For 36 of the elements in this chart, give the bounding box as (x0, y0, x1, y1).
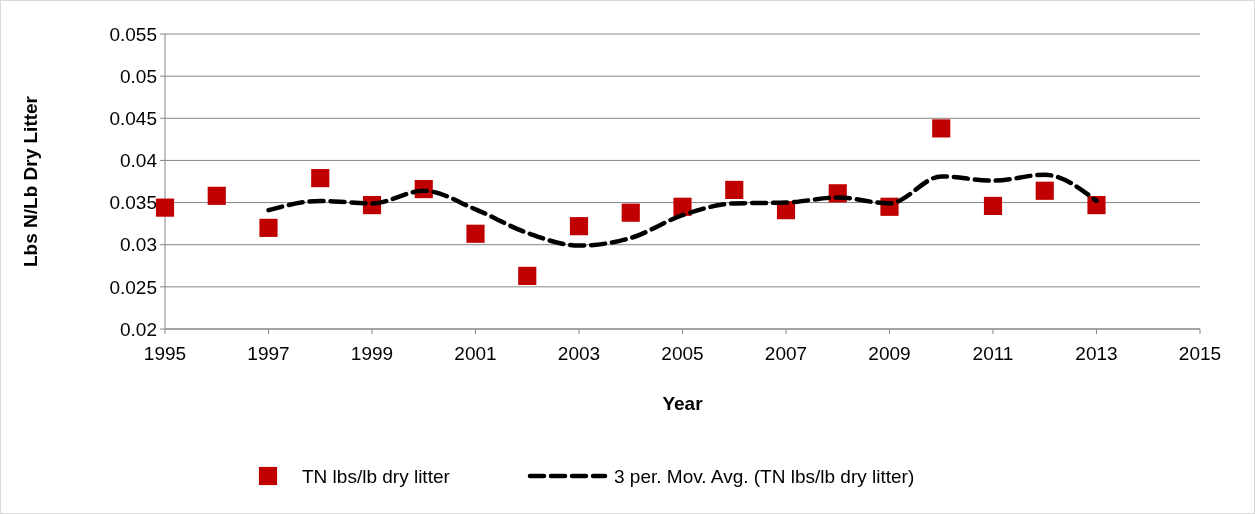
point (932, 119, 951, 138)
y-axis-title: Lbs N/Lb Dry Litter (20, 95, 41, 268)
y-tick-label: 0.025 (109, 276, 157, 298)
y-tick-label: 0.05 (120, 65, 157, 87)
point (518, 266, 537, 285)
point (466, 224, 485, 243)
point (259, 218, 278, 237)
y-tick-label: 0.02 (120, 318, 157, 340)
y-tick-label: 0.04 (120, 150, 158, 172)
legend-label: TN lbs/lb dry litter (302, 465, 451, 487)
point (983, 196, 1003, 216)
x-tick-label: 2003 (557, 343, 601, 364)
x-tick-label: 1999 (350, 343, 394, 364)
point (725, 180, 744, 200)
point (621, 203, 640, 222)
point (569, 217, 589, 236)
y-tick-label: 0.045 (109, 107, 157, 129)
legend-label: 3 per. Mov. Avg. (TN lbs/lb dry litter) (614, 465, 915, 487)
point (1087, 196, 1106, 215)
x-tick-label: 2009 (868, 343, 911, 364)
point (1035, 181, 1054, 200)
y-tick-label: 0.035 (109, 192, 157, 214)
y-tick-label: 0.055 (109, 23, 157, 45)
x-tick-label: 2015 (1178, 343, 1222, 364)
x-tick-label: 2007 (764, 343, 808, 364)
point (311, 169, 330, 188)
x-tick-label: 1995 (143, 343, 187, 364)
x-tick-label: 2011 (972, 343, 1014, 364)
point (155, 198, 175, 217)
x-tick-label: 2013 (1075, 343, 1118, 364)
x-tick-label: 2001 (454, 343, 497, 364)
x-tick-label: 2005 (661, 343, 704, 364)
x-tick-label: 1997 (247, 343, 290, 364)
point (207, 186, 226, 205)
x-axis-title: Year (662, 393, 704, 414)
y-tick-label: 0.03 (120, 234, 157, 256)
